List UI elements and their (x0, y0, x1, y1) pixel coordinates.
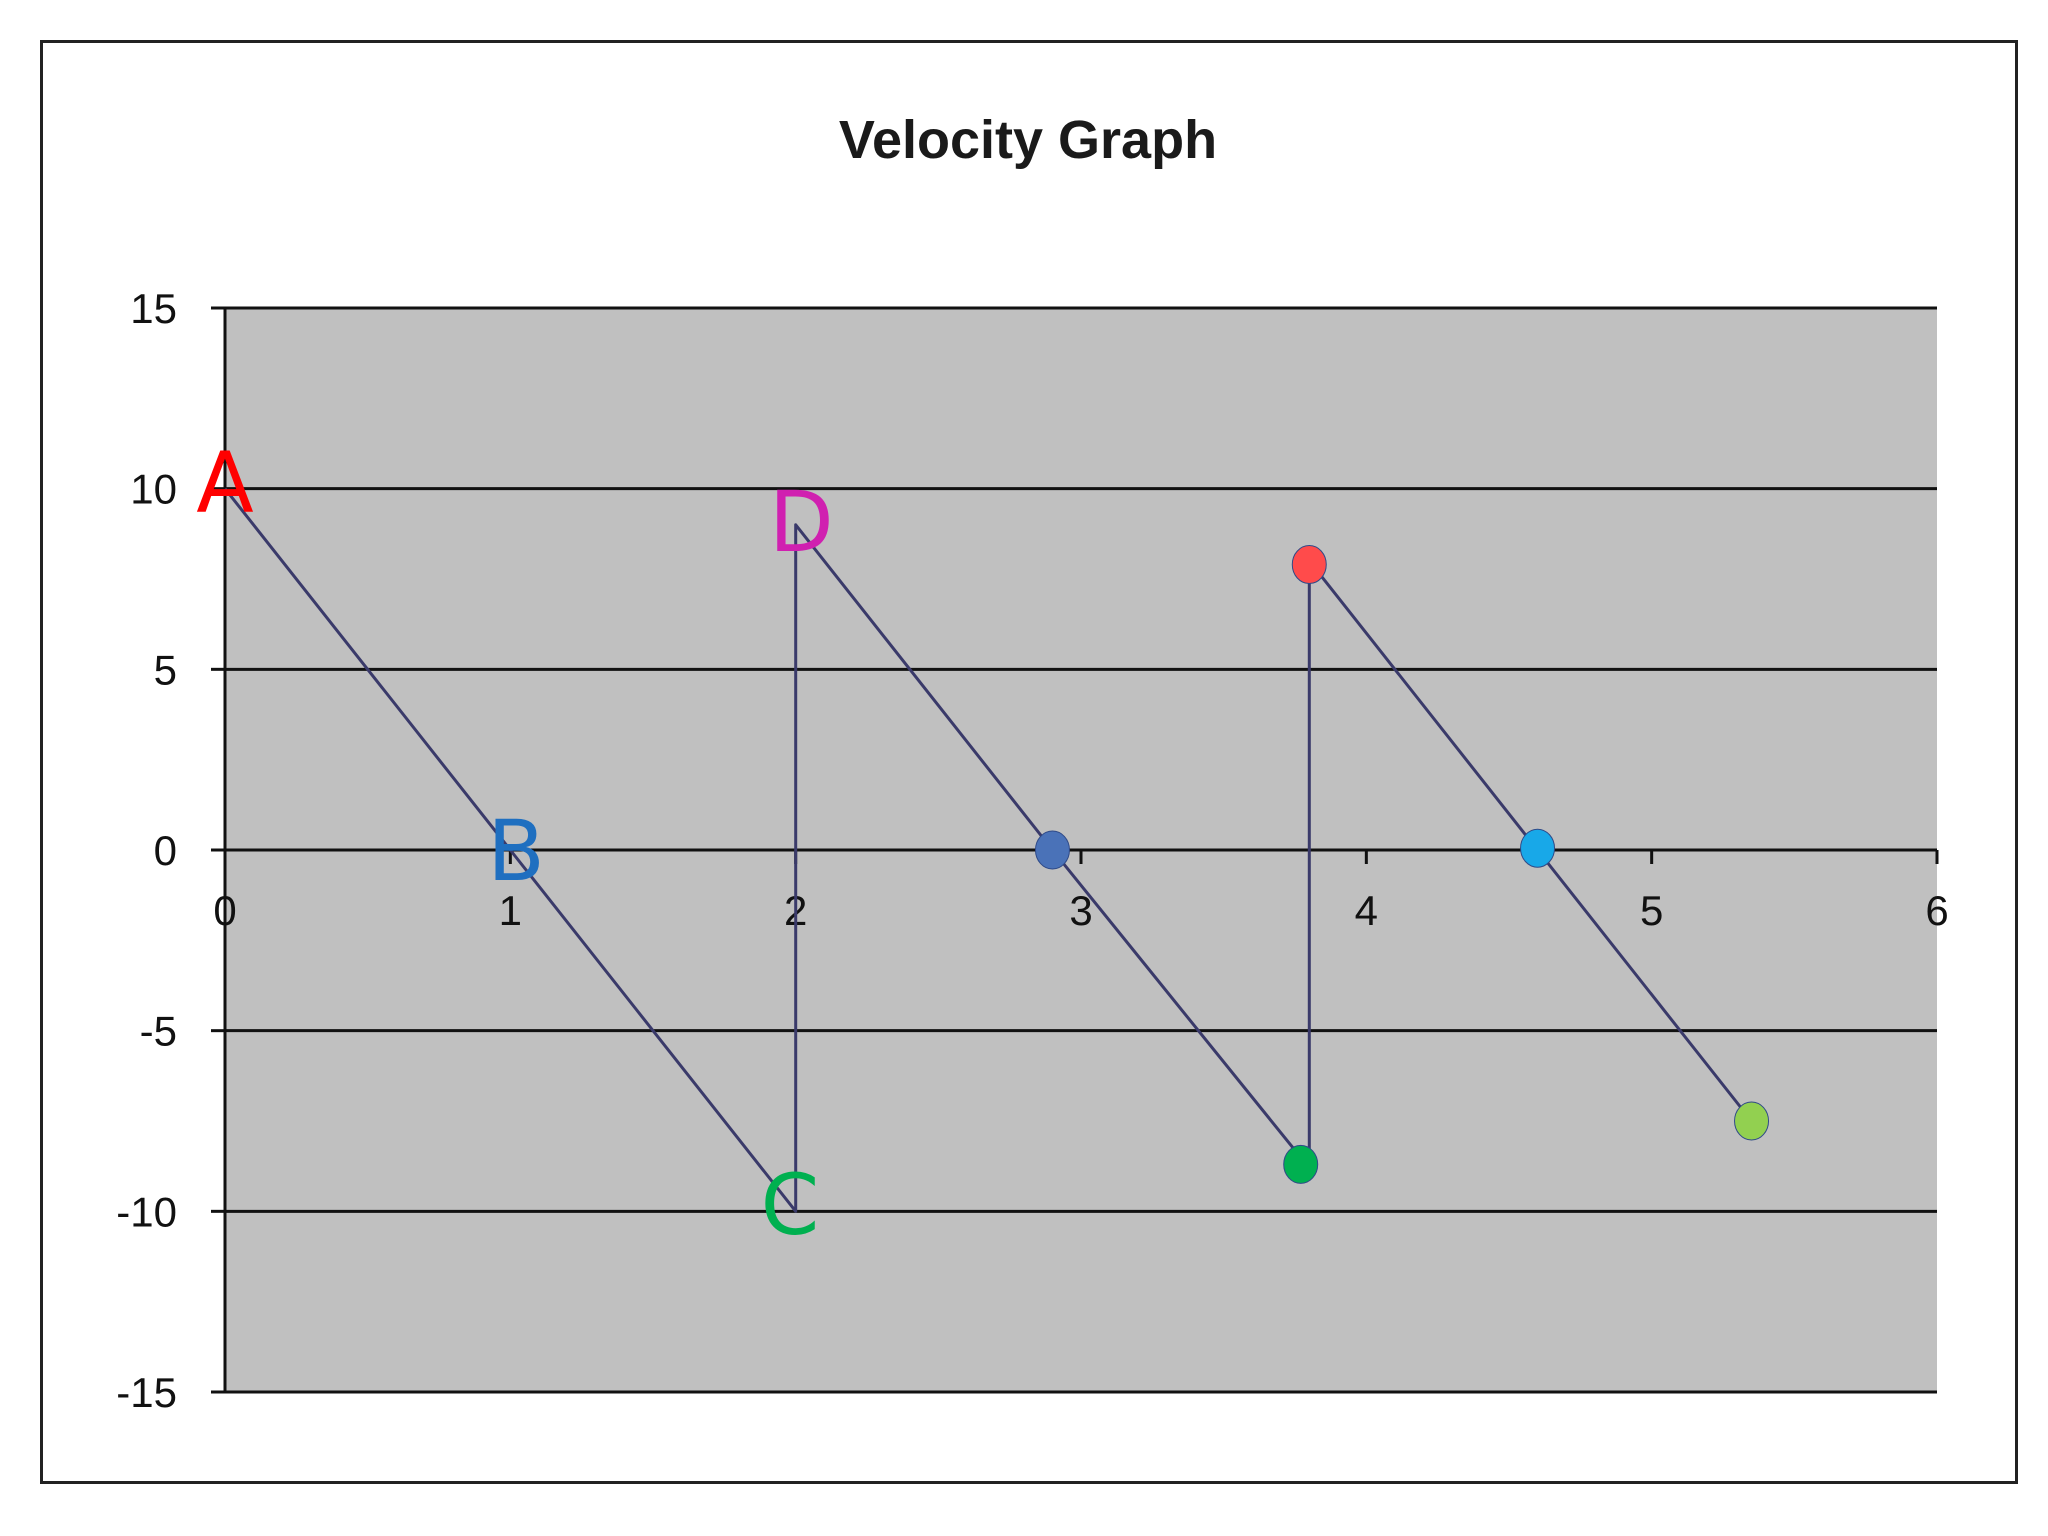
point-label: C (761, 1156, 820, 1254)
chart-title: Velocity Graph (839, 110, 1217, 170)
x-tick-label: 6 (1925, 887, 1948, 934)
x-tick-label: 4 (1355, 887, 1378, 934)
point-marker (1034, 830, 1070, 870)
y-tick-label: -15 (116, 1369, 177, 1416)
y-tick-label: 10 (130, 466, 177, 513)
y-tick-label: 0 (154, 827, 177, 874)
point-marker (1734, 1101, 1770, 1141)
point-label: D (769, 473, 834, 571)
point-label: B (487, 802, 545, 900)
y-tick-label: 5 (154, 646, 177, 693)
y-tick-label: -5 (140, 1008, 177, 1055)
x-tick-label: 3 (1069, 887, 1092, 934)
x-tick-label: 0 (213, 887, 236, 934)
point-marker (1283, 1144, 1319, 1184)
point-marker (1291, 545, 1327, 585)
x-tick-label: 5 (1640, 887, 1663, 934)
point-label: A (196, 433, 253, 531)
x-tick-label: 1 (499, 887, 522, 934)
y-tick-label: -10 (116, 1188, 177, 1235)
point-marker (1520, 828, 1556, 868)
annotations: A B C D (196, 433, 833, 1254)
y-tick-label: 15 (130, 285, 177, 332)
markers (1034, 545, 1770, 1184)
